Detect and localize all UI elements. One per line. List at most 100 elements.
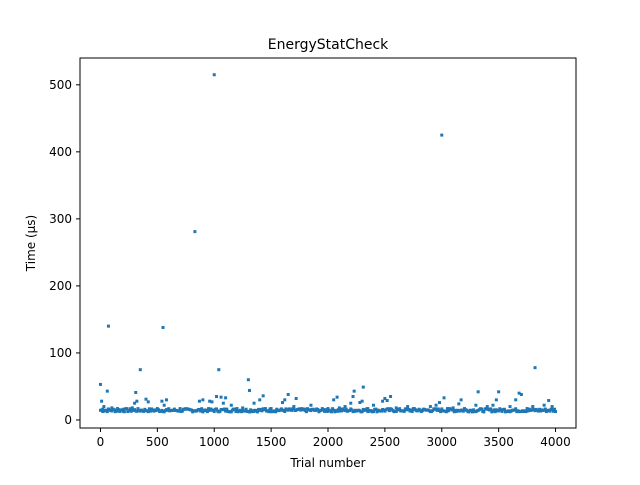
outlier-point xyxy=(315,408,319,412)
outlier-point xyxy=(542,403,546,407)
outlier-point xyxy=(248,388,252,392)
data-point xyxy=(304,410,308,414)
x-axis-ticks: 0 500 1000 1500 2000 2500 3000 3500 4000 xyxy=(97,428,571,449)
x-tick-label: 2500 xyxy=(370,435,401,449)
data-point xyxy=(267,410,271,414)
data-point xyxy=(472,408,476,412)
x-tick-label: 1000 xyxy=(199,435,230,449)
data-point xyxy=(180,409,184,413)
data-point xyxy=(375,410,379,414)
outlier-point xyxy=(434,403,438,407)
outlier-point xyxy=(332,398,336,402)
outlier-point xyxy=(294,397,298,401)
outlier-point xyxy=(201,398,205,402)
data-point xyxy=(127,408,131,412)
outlier-point xyxy=(155,407,159,411)
data-point xyxy=(224,409,228,413)
data-point xyxy=(492,408,496,412)
y-tick-label: 500 xyxy=(49,78,72,92)
data-point xyxy=(548,409,552,413)
data-point xyxy=(489,407,493,411)
data-point xyxy=(321,408,325,412)
outlier-point xyxy=(283,398,287,402)
outlier-point xyxy=(235,407,239,411)
outlier-point xyxy=(476,390,480,394)
outlier-point xyxy=(385,399,389,403)
data-point xyxy=(470,410,474,414)
outlier-point xyxy=(121,407,125,411)
outlier-point xyxy=(146,400,150,404)
data-point xyxy=(110,409,114,413)
outlier-point xyxy=(517,391,521,395)
x-tick-label: 4000 xyxy=(540,435,571,449)
outlier-point xyxy=(474,403,478,407)
outlier-point xyxy=(361,385,365,389)
data-point xyxy=(255,410,259,414)
outlier-point xyxy=(134,390,138,394)
outlier-point xyxy=(160,399,164,403)
outlier-point xyxy=(135,399,139,403)
outlier-point xyxy=(100,399,104,403)
data-point xyxy=(337,409,341,413)
data-point xyxy=(274,410,278,414)
outlier-point xyxy=(303,407,307,411)
outlier-point xyxy=(116,407,120,411)
outlier-point xyxy=(98,382,102,386)
data-point xyxy=(493,410,497,414)
data-point xyxy=(329,410,333,414)
outlier-point xyxy=(550,405,554,409)
outlier-point xyxy=(497,390,501,394)
outlier-point xyxy=(106,324,110,328)
data-point xyxy=(125,407,129,411)
data-point xyxy=(167,407,171,411)
data-point xyxy=(205,410,209,414)
outlier-point xyxy=(445,407,449,411)
outlier-point xyxy=(102,405,106,409)
x-tick-label: 500 xyxy=(146,435,169,449)
outlier-point xyxy=(101,407,105,411)
outlier-point xyxy=(442,396,446,400)
data-point xyxy=(469,408,473,412)
data-point xyxy=(122,410,126,414)
outlier-point xyxy=(144,397,148,401)
outlier-point xyxy=(133,401,137,405)
data-point xyxy=(398,407,402,411)
y-tick-label: 100 xyxy=(49,346,72,360)
data-point xyxy=(410,409,414,413)
x-tick-label: 3500 xyxy=(483,435,514,449)
outlier-point xyxy=(162,403,166,407)
data-point xyxy=(439,410,443,414)
outlier-point xyxy=(372,403,376,407)
data-point xyxy=(319,408,323,412)
data-point xyxy=(360,410,364,414)
data-point xyxy=(146,410,150,414)
y-tick-label: 200 xyxy=(49,279,72,293)
outlier-point xyxy=(406,405,410,409)
outlier-point xyxy=(221,401,225,405)
outlier-point xyxy=(241,406,245,410)
outlier-point xyxy=(275,407,279,411)
outlier-point xyxy=(229,403,233,407)
outlier-point xyxy=(514,398,518,402)
chart-title: EnergyStatCheck xyxy=(268,37,389,53)
data-point xyxy=(248,410,252,414)
outlier-point xyxy=(508,405,512,409)
outlier-point xyxy=(440,133,444,137)
data-point xyxy=(244,407,248,411)
data-point xyxy=(409,408,413,412)
outlier-point xyxy=(531,405,535,409)
outlier-point xyxy=(366,407,370,411)
outlier-point xyxy=(212,73,216,77)
outlier-point xyxy=(494,398,498,402)
y-axis-label: Time (µs) xyxy=(24,215,38,272)
outlier-point xyxy=(394,406,398,410)
outlier-point xyxy=(352,389,356,393)
data-point xyxy=(189,408,193,412)
data-point xyxy=(142,409,146,413)
y-axis-ticks: 0 100 200 300 400 500 xyxy=(49,78,80,427)
outlier-point xyxy=(130,406,134,410)
data-point xyxy=(340,409,344,413)
data-point xyxy=(480,407,484,411)
outlier-point xyxy=(351,394,355,398)
